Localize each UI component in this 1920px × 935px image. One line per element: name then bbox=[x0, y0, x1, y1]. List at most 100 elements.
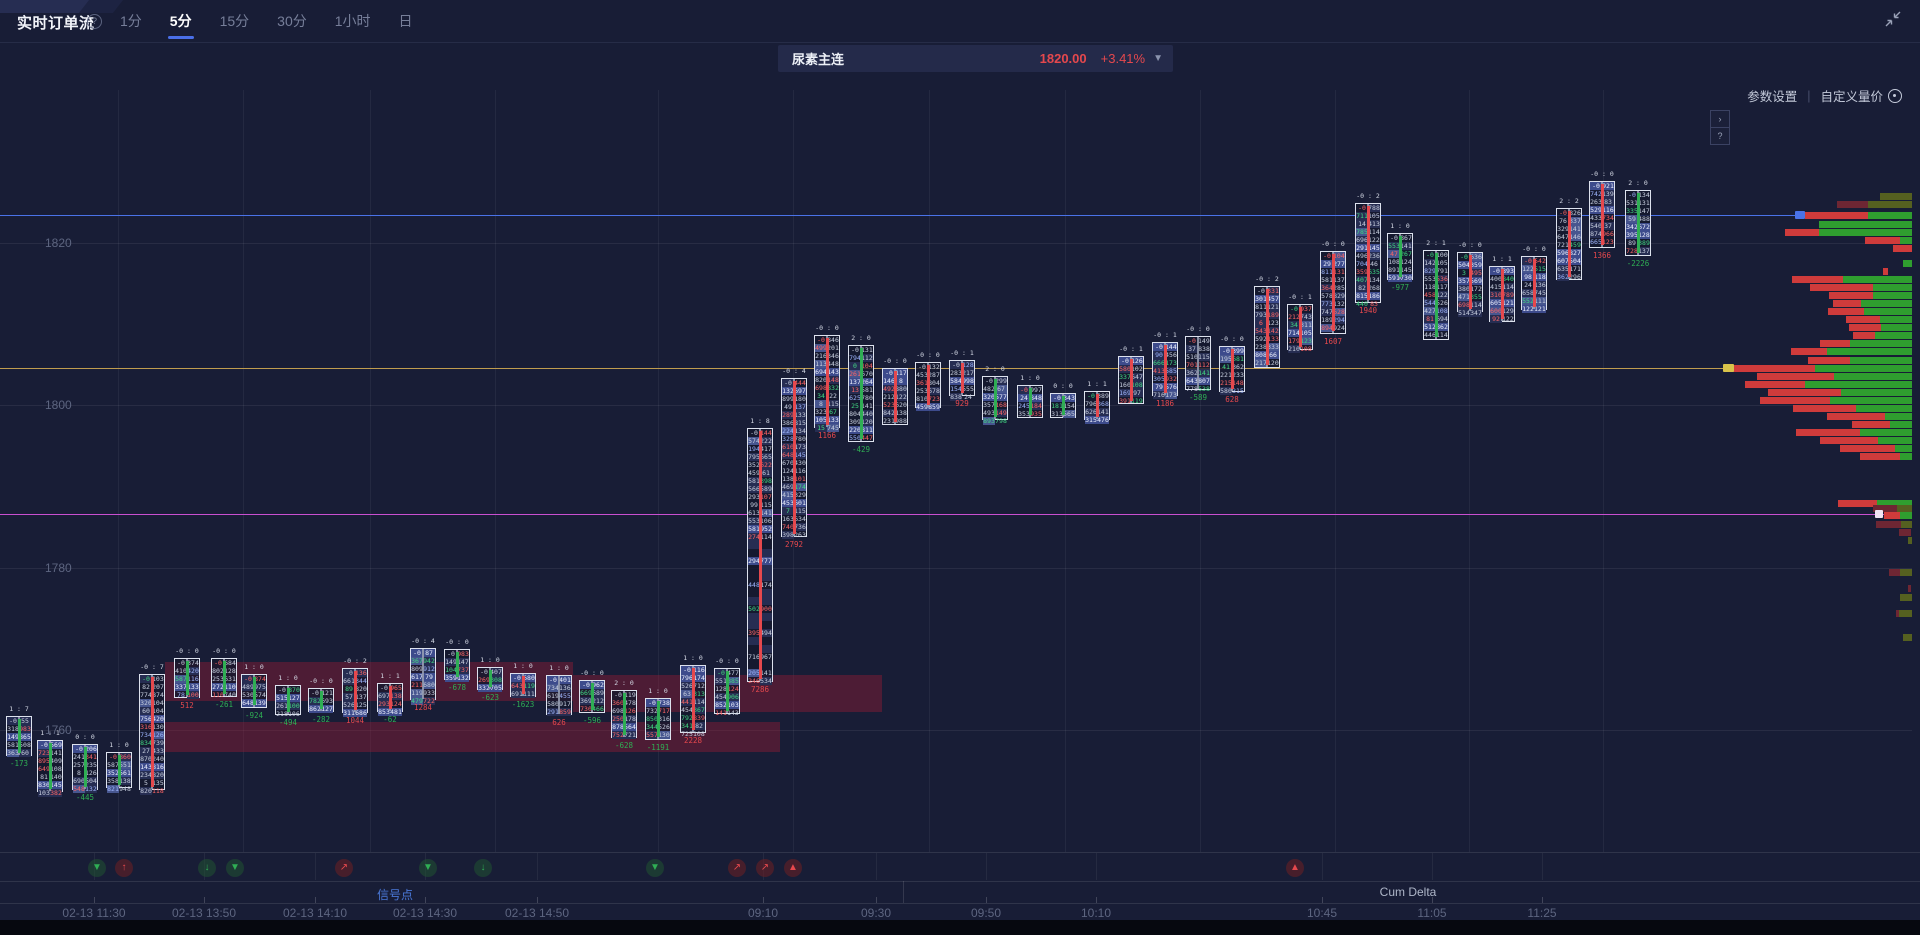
footprint-candle[interactable]: -056972314158954096491083811409830145910… bbox=[37, 740, 63, 797]
footprint-candle[interactable]: -01325453287361804253678810723459859 bbox=[915, 362, 941, 411]
footprint-row: 137 264 bbox=[849, 378, 873, 386]
signal-marker-bearish[interactable]: ▼ bbox=[88, 859, 106, 877]
signal-marker-bearish[interactable]: ↓ bbox=[474, 859, 492, 877]
tab-timeframe-30分[interactable]: 30分 bbox=[277, 13, 307, 29]
tab-timeframe-日[interactable]: 日 bbox=[398, 13, 413, 29]
footprint-candle[interactable]: -0 121 782 693 862 127 bbox=[308, 688, 334, 713]
pane-help-button[interactable]: ? bbox=[1710, 127, 1730, 145]
footprint-candle[interactable]: -0 846 499 201 216 346 113 448 694 143 820 148 698 83… bbox=[814, 335, 840, 432]
footprint-candle[interactable]: -0 407 269 308 332 705 bbox=[477, 667, 503, 692]
ask-volume-cell bbox=[760, 541, 772, 549]
bid-volume-cell: 690 bbox=[73, 777, 85, 785]
footprint-candle[interactable]: -054212251598118724136165874555211111221… bbox=[1521, 256, 1547, 313]
footprint-candle[interactable]: -07387327178503163445265571305 bbox=[645, 698, 671, 740]
ask-volume-cell: 581 bbox=[861, 386, 873, 394]
footprint-candle[interactable]: -011751468492880212122152362084213823198… bbox=[882, 368, 908, 425]
footprint-row: 842 138 bbox=[883, 409, 907, 417]
footprint-candle[interactable]: -0 55 318 983 149 865 581 508 363 60 bbox=[6, 716, 32, 757]
footprint-candle[interactable]: -096569713852931247853481 bbox=[377, 683, 403, 716]
footprint-candle[interactable]: -014435742221944177956653526224596158139… bbox=[747, 428, 773, 685]
footprint-candle[interactable]: -0126658010263376471601089169973911199 bbox=[1118, 356, 1144, 405]
footprint-row: 544 526 bbox=[1424, 299, 1448, 307]
footprint-candle[interactable]: -082676337329141264714672145959682760750… bbox=[1556, 208, 1582, 281]
footprint-candle[interactable]: -0 343 181 154 313 565 bbox=[1050, 393, 1076, 418]
footprint-candle[interactable]: -08744899755305746481392 bbox=[241, 674, 267, 708]
ask-volume-cell: 681 bbox=[1232, 355, 1244, 363]
footprint-candle[interactable]: -0 962 669 689 369 212 730 466 bbox=[579, 680, 605, 713]
v-gridline bbox=[118, 90, 119, 852]
ask-volume-cell: 433 bbox=[152, 747, 164, 755]
signal-marker-bullish[interactable]: ↗ bbox=[335, 859, 353, 877]
signal-marker-bearish[interactable]: ▼ bbox=[646, 859, 664, 877]
footprint-row: -0 921 bbox=[1590, 182, 1614, 190]
footprint-candle[interactable]: -011993604786981264250178878564752721 bbox=[611, 690, 637, 739]
bid-volume-cell: 742 bbox=[1590, 190, 1602, 198]
tab-timeframe-1分[interactable]: 1分 bbox=[120, 13, 142, 29]
footprint-candle[interactable]: -011687961745267126331344111444543677928… bbox=[680, 665, 706, 738]
signal-marker-bearish[interactable]: ▼ bbox=[226, 859, 244, 877]
bid-volume-cell: -0 bbox=[547, 676, 559, 684]
footprint-candle[interactable]: -03897963686261418315476 bbox=[1084, 391, 1110, 424]
footprint-candle[interactable]: -04017341366619455580917291859 bbox=[546, 675, 572, 716]
footprint-candle[interactable]: -078871110521441378511486961227291145949… bbox=[1355, 203, 1381, 308]
footprint-row: 283 217 bbox=[950, 369, 974, 377]
footprint-candle[interactable]: -092174213912638352911604337345403787496… bbox=[1589, 181, 1615, 248]
footprint-candle[interactable]: -063650435934953575693801724713556981144… bbox=[1457, 252, 1483, 317]
footprint-candle[interactable]: -086755314144726710812448911454591730 bbox=[1387, 233, 1413, 282]
footprint-candle[interactable]: -0 997 24 848 245 184 353 935 bbox=[1017, 385, 1043, 418]
footprint-candle[interactable]: -01362661344898205713755261259311686 bbox=[342, 668, 368, 717]
signal-marker-bullish[interactable]: ↗ bbox=[756, 859, 774, 877]
signal-marker-bullish[interactable]: ▲ bbox=[1286, 859, 1304, 877]
footprint-candle[interactable]: -068480212842536312721109110740 bbox=[211, 658, 237, 699]
footprint-row: 479 722 bbox=[411, 697, 435, 705]
signal-marker-bearish[interactable]: ▼ bbox=[419, 859, 437, 877]
footprint-candle[interactable]: -010091421053829791553536118117845812295… bbox=[1423, 250, 1449, 340]
signal-marker-bullish[interactable]: ↗ bbox=[728, 859, 746, 877]
volume-profile-buy-bar bbox=[1908, 537, 1912, 544]
tab-timeframe-1小时[interactable]: 1小时 bbox=[334, 13, 371, 29]
tab-timeframe-15分[interactable]: 15分 bbox=[219, 13, 250, 29]
volume-profile-buy-bar bbox=[1900, 594, 1912, 601]
footprint-candle[interactable]: -0128028321758499815455583824 bbox=[949, 360, 975, 401]
collapse-fullscreen-icon[interactable] bbox=[1884, 10, 1902, 28]
footprint-candle[interactable]: -0399195681413622212332151489580315 bbox=[1219, 346, 1245, 395]
bid-volume-cell: 108 bbox=[1388, 258, 1400, 266]
bid-volume-cell: 613 bbox=[748, 509, 760, 517]
footprint-candle[interactable]: -037441042058711683371334781003 bbox=[174, 658, 200, 699]
bid-volume-cell: 619 bbox=[547, 692, 559, 700]
footprint-candle[interactable]: -033130145781112117931896123554314295921… bbox=[1254, 286, 1280, 368]
footprint-candle[interactable]: -09372127433431171410511791232101085 bbox=[1287, 304, 1313, 353]
footprint-candle[interactable]: -06806431196911116 bbox=[510, 673, 536, 698]
param-settings-button[interactable]: 参数设置 bbox=[1747, 90, 1798, 104]
footprint-candle[interactable]: -0299482673205773571684931492893798 bbox=[982, 376, 1008, 425]
footprint-candle[interactable]: -013445311312335147759488342672395128889… bbox=[1625, 190, 1651, 256]
signal-marker-bearish[interactable]: ↓ bbox=[198, 859, 216, 877]
footprint-candle[interactable]: -0870515127726110072181061 bbox=[275, 685, 301, 718]
footprint-candle[interactable]: -0477551885128124845490685210361411432 bbox=[714, 668, 740, 717]
footprint-candle[interactable]: -0206241341257235812636905045481322 bbox=[72, 744, 98, 793]
symbol-selector[interactable]: 尿素主连 1820.00 +3.41% ▼ bbox=[778, 45, 1173, 72]
chart-area[interactable]: 1820 1800 1780 1760 02-13 11:30 02-13 13:50 02… bbox=[0, 42, 1920, 920]
footprint-candle[interactable]: -014439045666617341358530593279576716173 bbox=[1152, 342, 1178, 399]
custom-volume-price-button[interactable]: 自定义量价 bbox=[1820, 86, 1902, 105]
ask-volume-cell: 697 bbox=[794, 387, 806, 395]
ask-volume-cell: 576 bbox=[1165, 383, 1177, 391]
footprint-candle[interactable]: -010308220777487432010456010477564203161… bbox=[139, 674, 165, 795]
footprint-candle[interactable]: -013157941124010452616701372641358162578… bbox=[848, 345, 874, 442]
footprint-candle[interactable]: -08605875513525613581383821948 bbox=[106, 752, 132, 793]
signal-marker-bullish[interactable]: ↑ bbox=[115, 859, 133, 877]
signal-panel-label[interactable]: 信号点 bbox=[376, 888, 414, 902]
footprint-candle[interactable]: -098314914781047373591320 bbox=[444, 649, 470, 682]
ask-volume-cell: 355 bbox=[1470, 293, 1482, 301]
cum-delta-panel-label[interactable]: Cum Delta bbox=[1379, 885, 1437, 899]
tab-timeframe-5分[interactable]: 5分 bbox=[167, 1, 194, 41]
footprint-candle[interactable]: -010412927781113145811377364285578829773… bbox=[1320, 251, 1346, 334]
footprint-candle[interactable]: -089340084041511431078960512136001299921… bbox=[1489, 266, 1515, 323]
help-icon[interactable]: ? bbox=[87, 14, 102, 29]
ask-volume-cell: 174 bbox=[794, 483, 806, 491]
footprint-candle[interactable]: -044413269789918049137289133438681522413… bbox=[781, 378, 807, 539]
footprint-candle[interactable]: -0 87 367 942 809 912 617 79 211 680 119 933 479 722 bbox=[410, 648, 436, 705]
signal-marker-bullish[interactable]: ▲ bbox=[784, 859, 802, 877]
footprint-candle[interactable]: -014993783851011507011124362141643807778… bbox=[1185, 336, 1211, 393]
bid-volume-cell: 648 bbox=[242, 699, 254, 707]
